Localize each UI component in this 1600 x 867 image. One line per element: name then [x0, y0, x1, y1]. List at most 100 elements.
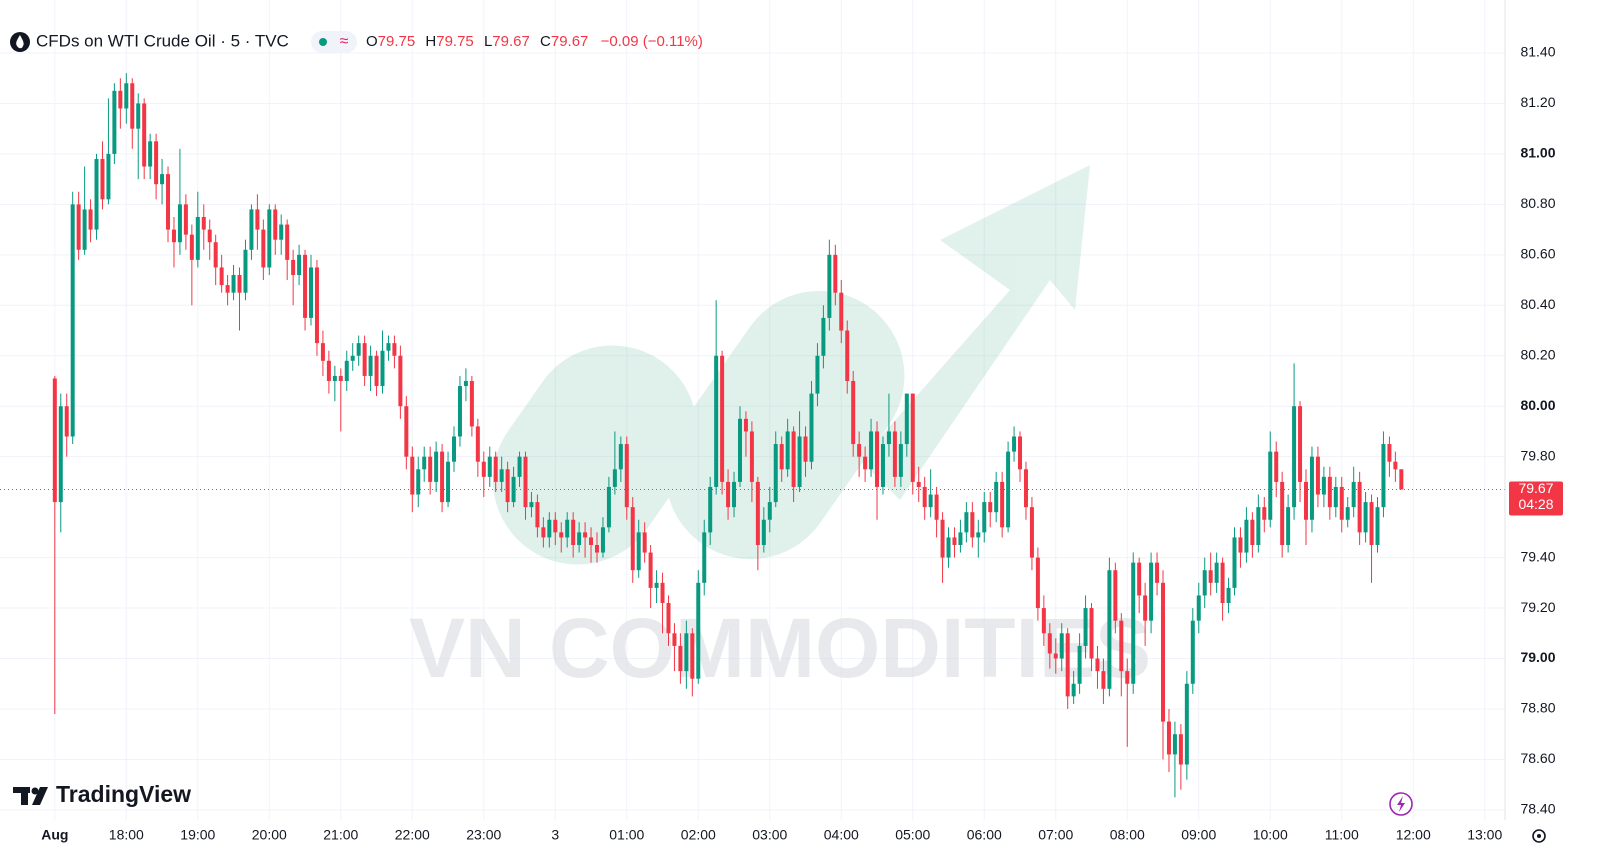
- logo-slash: [32, 787, 48, 805]
- candle-body: [1018, 436, 1023, 470]
- open-label: O: [366, 33, 378, 50]
- candle-body: [910, 393, 915, 482]
- candle-body: [511, 476, 516, 503]
- candle-body: [535, 502, 540, 528]
- candle-body: [797, 436, 802, 487]
- candle-body: [350, 355, 355, 361]
- candle-body: [708, 486, 713, 533]
- candle-body: [785, 431, 790, 470]
- candle-body: [779, 444, 784, 470]
- candle-body: [452, 436, 457, 462]
- candle-body: [88, 209, 93, 230]
- candle-body: [827, 254, 832, 318]
- candle-body: [1012, 436, 1017, 452]
- candle-body: [70, 204, 75, 437]
- candle-body: [1041, 608, 1046, 634]
- candle-body: [660, 582, 665, 604]
- candle-body: [1220, 562, 1225, 604]
- candle-body: [624, 444, 629, 508]
- candle-body: [1363, 502, 1368, 533]
- candle-body: [553, 519, 558, 533]
- candle-body: [261, 229, 266, 268]
- candle-body: [1274, 451, 1279, 482]
- candle-body: [1256, 507, 1261, 545]
- candle-body: [1345, 507, 1350, 520]
- candle-body: [684, 633, 689, 672]
- candle-body: [976, 532, 981, 538]
- candle-body: [428, 456, 433, 482]
- candle-body: [440, 451, 445, 503]
- candle-body: [1357, 481, 1362, 533]
- y-tick-label: 78.60: [1520, 750, 1555, 766]
- candle-body: [82, 209, 87, 250]
- candle-body: [52, 378, 57, 503]
- open-value: 79.75: [378, 33, 416, 50]
- candle-body: [255, 209, 260, 230]
- candle-body: [410, 456, 415, 495]
- candle-body: [1196, 595, 1201, 621]
- alert-icon[interactable]: [1389, 792, 1413, 816]
- candle-body: [994, 481, 999, 513]
- candle-body: [821, 317, 826, 356]
- candle-body: [654, 582, 659, 588]
- candle-body: [160, 174, 165, 185]
- y-tick-label: 79.00: [1520, 649, 1555, 665]
- candle-body: [612, 469, 617, 487]
- settings-icon[interactable]: [1532, 829, 1546, 843]
- high-label: H: [425, 33, 436, 50]
- candle-body: [577, 532, 582, 545]
- candle-body: [118, 90, 123, 109]
- candle-body: [845, 330, 850, 381]
- x-tick-label: 02:00: [681, 827, 716, 843]
- candle-body: [1053, 653, 1058, 659]
- candle-body: [148, 141, 153, 167]
- candle-body: [964, 512, 969, 533]
- candle-body: [1226, 587, 1231, 604]
- symbol-icon-drop: [16, 35, 24, 49]
- candle-body: [1262, 507, 1267, 520]
- candle-body: [1065, 633, 1070, 697]
- candle-body: [642, 532, 647, 553]
- candle-body: [344, 360, 349, 381]
- candle-body: [374, 355, 379, 387]
- candle-body: [946, 537, 951, 558]
- candle-body: [970, 512, 975, 538]
- candle-body: [1339, 486, 1344, 520]
- candle-body: [809, 393, 814, 462]
- x-tick-label: 03:00: [752, 827, 787, 843]
- x-tick-label: 3: [551, 827, 559, 843]
- candle-body: [1119, 620, 1124, 672]
- candle-body: [1113, 570, 1118, 621]
- candle-body: [380, 350, 385, 387]
- candle-body: [493, 456, 498, 482]
- candle-body: [875, 431, 880, 487]
- candle-body: [285, 224, 290, 260]
- delay-icon: ≈: [340, 33, 349, 50]
- candle-body: [863, 456, 868, 470]
- y-tick-label: 78.40: [1520, 801, 1555, 817]
- candle-body: [446, 461, 451, 503]
- candle-body: [1321, 476, 1326, 495]
- candle-body: [171, 229, 176, 243]
- watermark-logo: [492, 165, 1090, 565]
- candle-body: [1304, 481, 1309, 520]
- y-tick-label: 81.00: [1520, 145, 1555, 161]
- y-tick-label: 80.20: [1520, 346, 1555, 362]
- y-tick-label: 80.00: [1520, 397, 1555, 413]
- candle-body: [1184, 683, 1189, 765]
- candle-body: [666, 603, 671, 634]
- candle-body: [1137, 562, 1142, 596]
- y-tick-label: 80.80: [1520, 195, 1555, 211]
- x-tick-label: 06:00: [967, 827, 1002, 843]
- candle-body: [916, 481, 921, 487]
- x-tick-label: 05:00: [895, 827, 930, 843]
- candle-body: [720, 355, 725, 482]
- candle-body: [1095, 658, 1100, 672]
- x-tick-label: 07:00: [1038, 827, 1073, 843]
- candle-body: [749, 431, 754, 482]
- candle-body: [487, 456, 492, 477]
- candle-body: [326, 360, 331, 381]
- candle-body: [1244, 519, 1249, 553]
- candle-body: [636, 532, 641, 571]
- candle-body: [94, 158, 99, 230]
